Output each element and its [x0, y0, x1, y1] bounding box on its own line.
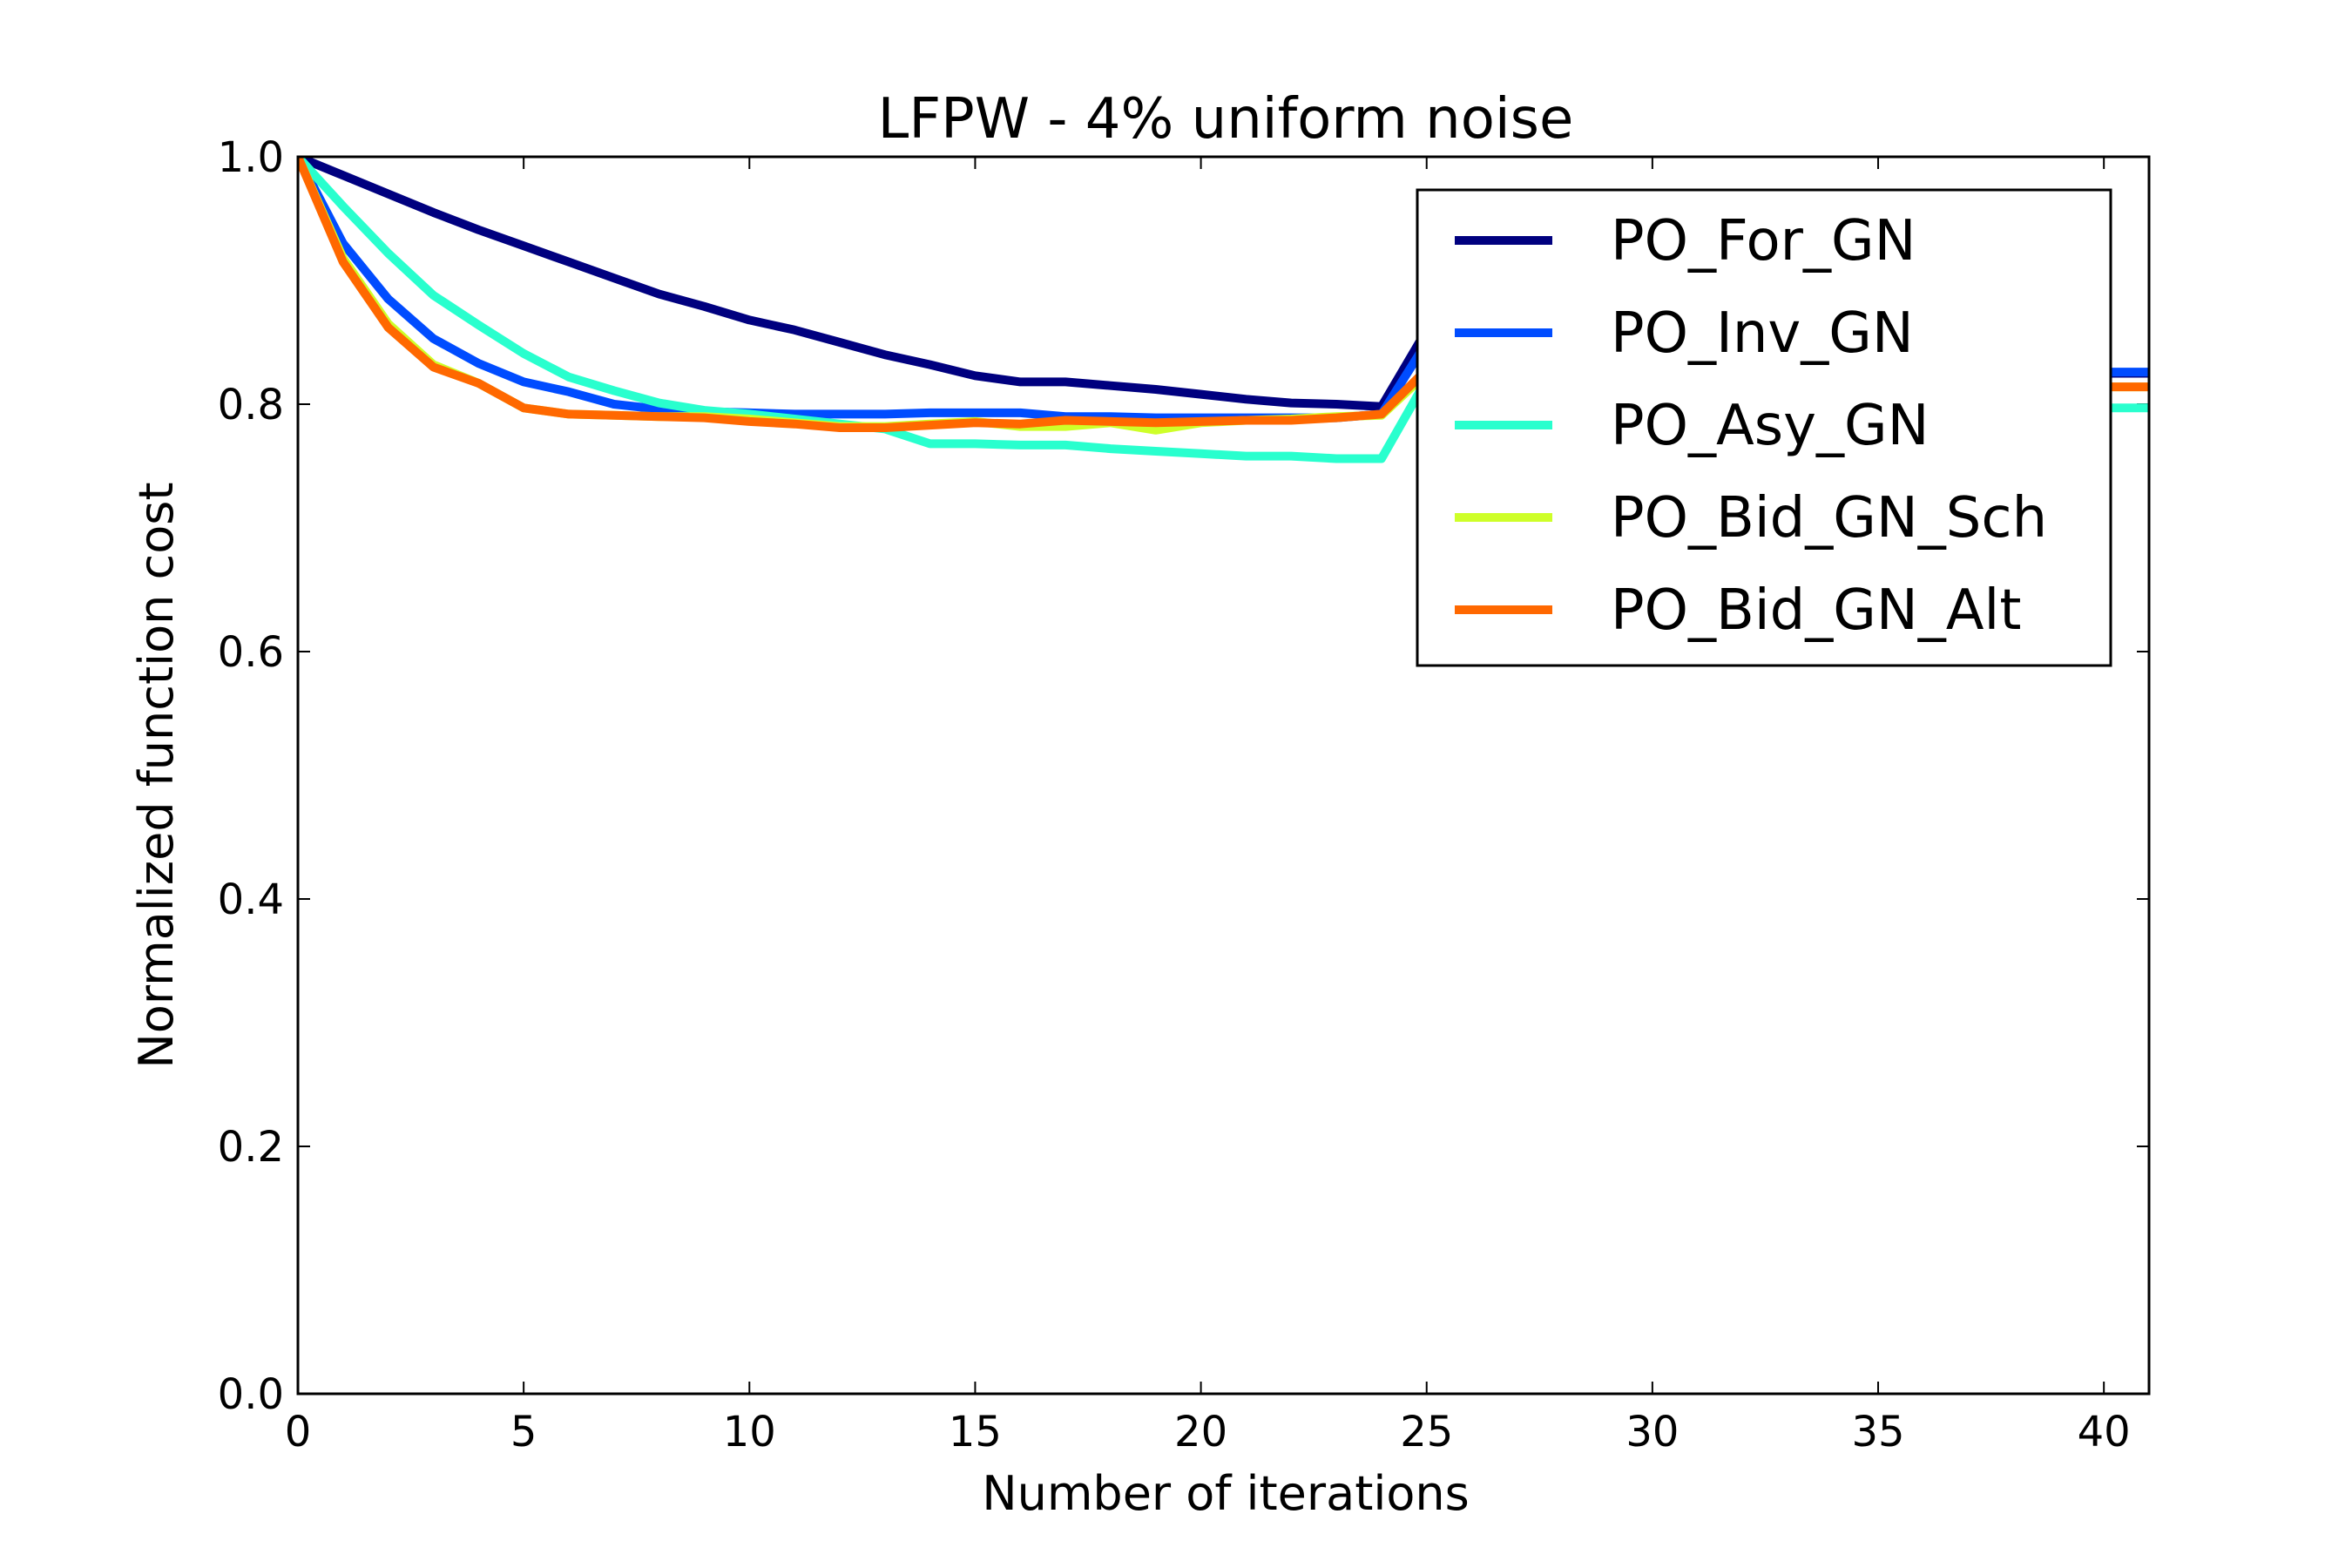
y-tick-label: 0.4: [218, 875, 284, 924]
y-tick-label: 1.0: [218, 133, 284, 182]
y-tick-label: 0.2: [218, 1123, 284, 1172]
y-tick-label: 0.8: [218, 381, 284, 429]
legend: PO_For_GN PO_Inv_GN PO_Asy_GN PO_Bid_GN_Sch…: [1416, 188, 2112, 667]
legend-label: PO_Inv_GN: [1611, 301, 1914, 366]
x-tick-label: 15: [949, 1408, 1002, 1456]
chart-title: LFPW - 4% uniform noise: [878, 87, 1574, 152]
y-tick-label: 0.0: [218, 1370, 284, 1419]
axis-ticks: 0 5 10 15 20 25 30 35 40 0.0 0.2 0.4 0.6 0.8 1.0: [218, 133, 2149, 1456]
x-tick-label: 35: [1851, 1408, 1904, 1456]
x-tick-label: 0: [285, 1408, 312, 1456]
x-tick-label: 5: [510, 1408, 537, 1456]
x-tick-label: 40: [2078, 1408, 2131, 1456]
x-axis-label: Number of iterations: [982, 1466, 1470, 1521]
y-axis-label: Normalized function cost: [129, 482, 184, 1068]
x-tick-label: 10: [723, 1408, 776, 1456]
plot-frame: [296, 155, 2151, 1396]
legend-label: PO_For_GN: [1611, 209, 1916, 274]
y-tick-label: 0.6: [218, 628, 284, 677]
legend-label: PO_Bid_GN_Alt: [1611, 578, 2021, 643]
legend-label: PO_Asy_GN: [1611, 394, 1929, 458]
x-tick-label: 30: [1625, 1408, 1679, 1456]
legend-label: PO_Bid_GN_Sch: [1611, 486, 2047, 551]
x-tick-label: 25: [1400, 1408, 1453, 1456]
x-tick-label: 20: [1174, 1408, 1227, 1456]
